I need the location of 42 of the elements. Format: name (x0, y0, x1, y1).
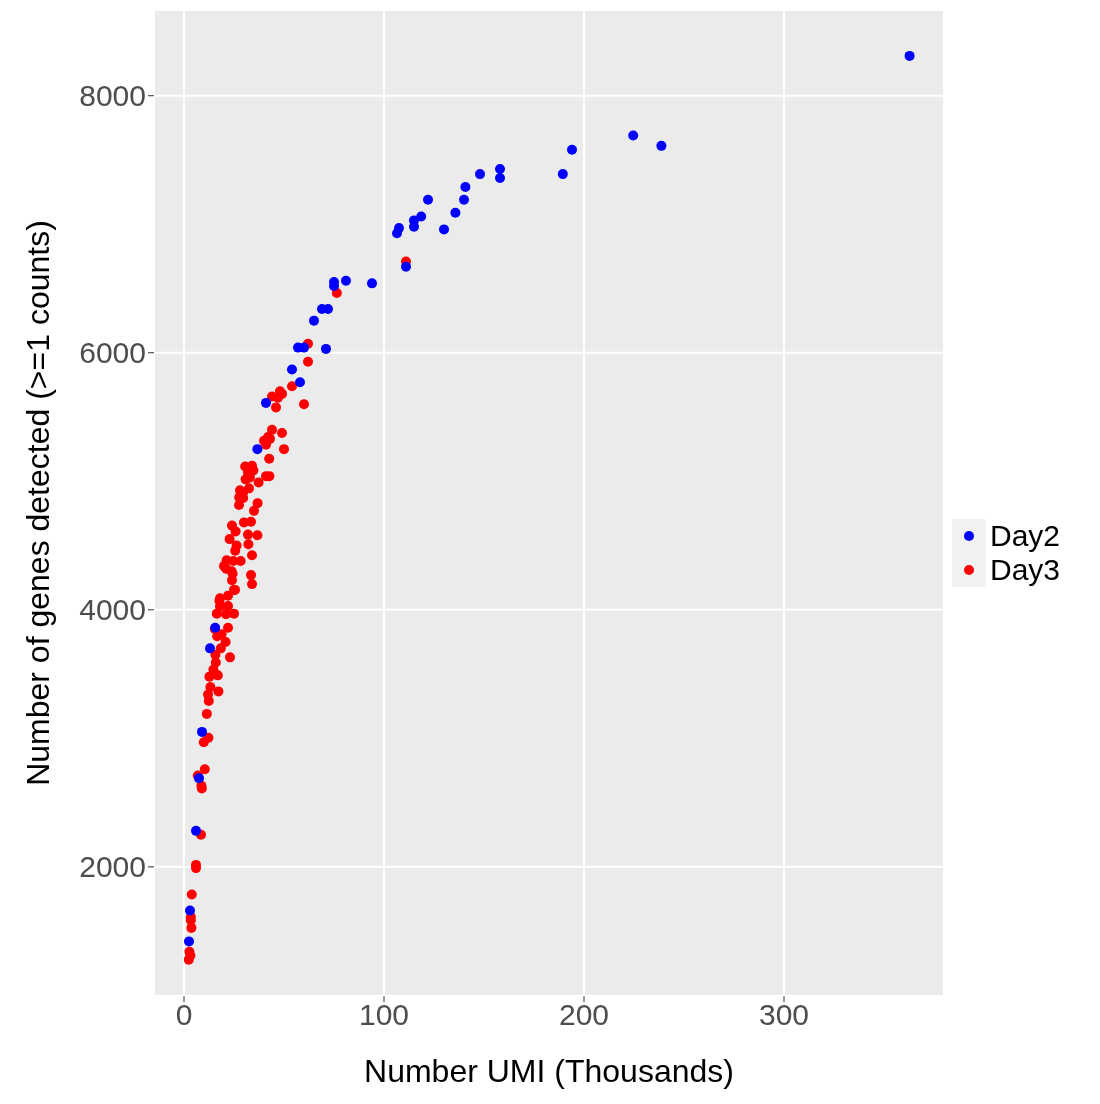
point (394, 223, 404, 234)
point (261, 397, 271, 408)
point (460, 181, 471, 192)
point (904, 50, 915, 61)
point (495, 172, 505, 183)
x-tick-label: 100 (358, 998, 410, 1032)
point (439, 224, 449, 235)
point (628, 130, 639, 141)
point (475, 169, 485, 180)
x-axis-title: Number UMI (Thousands) (364, 1053, 734, 1089)
point (321, 343, 331, 354)
point (367, 278, 377, 289)
point (252, 444, 263, 455)
y-tick-label: 4000 (79, 593, 146, 627)
point (567, 144, 577, 155)
x-tick-label: 0 (175, 998, 193, 1032)
y-tick-label: 6000 (79, 336, 146, 370)
x-tick-label: 200 (558, 998, 610, 1032)
legend-label: Day3 (990, 553, 1061, 587)
point (341, 275, 351, 286)
point (557, 169, 568, 180)
point (450, 207, 461, 218)
y-axis-title: Number of genes detected (>=1 counts) (20, 220, 57, 786)
legend-label: Day2 (990, 519, 1061, 553)
y-tick-label: 2000 (79, 850, 146, 884)
point (191, 825, 201, 836)
x-tick-label: 300 (758, 998, 810, 1032)
point (309, 315, 319, 326)
point (401, 261, 411, 272)
point (459, 194, 469, 205)
point (423, 194, 433, 205)
point (197, 726, 207, 737)
point (185, 905, 195, 916)
point (416, 211, 427, 222)
point (495, 163, 505, 174)
point (184, 936, 194, 947)
point (656, 140, 667, 151)
point (299, 342, 309, 353)
y-tick-label: 8000 (79, 79, 146, 113)
point (295, 377, 305, 388)
point (287, 364, 297, 375)
point (205, 643, 215, 654)
